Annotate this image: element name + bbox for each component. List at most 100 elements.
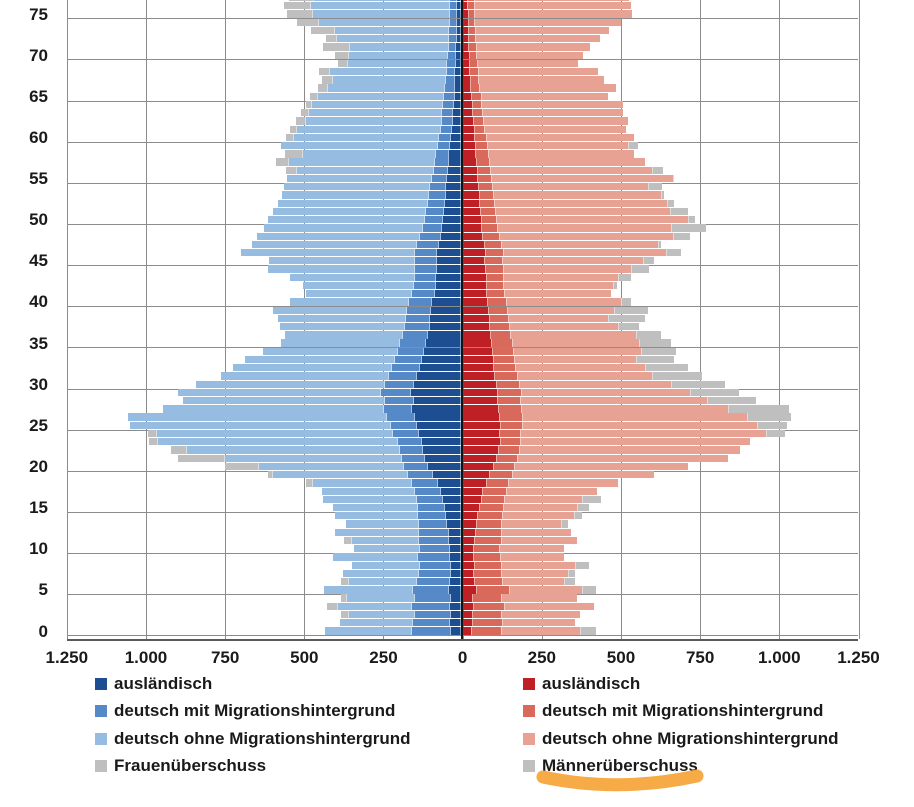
segment-left-auslaendisch <box>428 331 462 339</box>
segment-left-frauenueberschuss <box>322 43 350 51</box>
segment-right-maennerueberschuss <box>689 388 740 397</box>
segment-right-maennerueberschuss <box>671 380 725 388</box>
segment-right-auslaendisch <box>461 413 499 421</box>
segment-right-ohne_migrationshintergrund <box>495 207 670 216</box>
segment-right-auslaendisch <box>461 199 480 207</box>
segment-left-mit_migrationshintergrund <box>433 166 449 174</box>
segment-right-mit_migrationshintergrund <box>473 561 501 569</box>
segment-right-maennerueberschuss <box>727 405 790 413</box>
segment-right-mit_migrationshintergrund <box>497 405 522 413</box>
segment-right-maennerueberschuss <box>582 495 602 504</box>
segment-right-mit_migrationshintergrund <box>468 51 477 59</box>
segment-right-auslaendisch <box>461 594 473 602</box>
segment-right-ohne_migrationshintergrund <box>502 248 667 257</box>
segment-right-ohne_migrationshintergrund <box>501 627 580 635</box>
segment-right-mit_migrationshintergrund <box>499 421 522 429</box>
segment-right-auslaendisch <box>461 397 497 405</box>
segment-right-auslaendisch <box>461 76 470 84</box>
segment-left-ohne_migrationshintergrund <box>314 0 451 2</box>
segment-right-mit_migrationshintergrund <box>472 117 484 125</box>
legend-item: deutsch ohne Migrationshintergrund <box>523 729 839 748</box>
segment-right-ohne_migrationshintergrund <box>502 577 565 586</box>
segment-right-ohne_migrationshintergrund <box>490 174 673 183</box>
segment-right-mit_migrationshintergrund <box>481 224 497 232</box>
segment-left-mit_migrationshintergrund <box>445 84 455 92</box>
segment-left-ohne_migrationshintergrund <box>342 569 419 578</box>
segment-right-auslaendisch <box>461 281 486 290</box>
segment-right-maennerueberschuss <box>644 364 688 372</box>
segment-right-maennerueberschuss <box>617 322 640 331</box>
segment-left-auslaendisch <box>437 248 462 257</box>
segment-left-frauenueberschuss <box>344 536 353 545</box>
segment-right-auslaendisch <box>461 166 477 174</box>
segment-left-ohne_migrationshintergrund <box>289 298 409 306</box>
segment-left-auslaendisch <box>454 84 462 92</box>
segment-right-mit_migrationshintergrund <box>476 166 490 174</box>
segment-left-mit_migrationshintergrund <box>408 298 433 306</box>
segment-right-auslaendisch <box>461 51 469 59</box>
y-axis-label: 40 <box>29 292 48 312</box>
segment-right-mit_migrationshintergrund <box>482 487 506 495</box>
segment-left-ohne_migrationshintergrund <box>312 10 450 18</box>
segment-left-ohne_migrationshintergrund <box>311 2 451 10</box>
segment-right-maennerueberschuss <box>574 561 590 569</box>
segment-right-ohne_migrationshintergrund <box>520 397 708 405</box>
segment-left-ohne_migrationshintergrund <box>352 561 420 569</box>
segment-left-auslaendisch <box>436 265 462 273</box>
segment-right-auslaendisch <box>461 2 468 10</box>
segment-left-mit_migrationshintergrund <box>449 35 457 43</box>
segment-right-mit_migrationshintergrund <box>468 43 476 51</box>
segment-right-mit_migrationshintergrund <box>474 133 486 142</box>
segment-left-ohne_migrationshintergrund <box>244 355 395 364</box>
segment-right-auslaendisch <box>461 273 486 281</box>
segment-right-auslaendisch <box>461 224 482 232</box>
segment-left-frauenueberschuss <box>147 429 158 438</box>
segment-left-auslaendisch <box>428 462 462 471</box>
segment-left-frauenueberschuss <box>296 117 306 125</box>
segment-left-auslaendisch <box>432 298 462 306</box>
segment-left-auslaendisch <box>448 166 462 174</box>
segment-left-mit_migrationshintergrund <box>391 421 418 429</box>
segment-right-ohne_migrationshintergrund <box>496 216 688 224</box>
segment-left-frauenueberschuss <box>288 0 315 2</box>
segment-left-ohne_migrationshintergrund <box>221 372 389 380</box>
segment-right-auslaendisch <box>461 150 476 158</box>
segment-left-mit_migrationshintergrund <box>386 413 415 421</box>
segment-right-ohne_migrationshintergrund <box>520 438 750 446</box>
x-axis-label: 1.250 <box>45 648 89 667</box>
segment-left-mit_migrationshintergrund <box>402 331 429 339</box>
segment-left-auslaendisch <box>443 216 462 224</box>
segment-right-mit_migrationshintergrund <box>491 347 514 355</box>
segment-left-auslaendisch <box>453 109 462 117</box>
segment-right-auslaendisch <box>461 438 500 446</box>
segment-left-ohne_migrationshintergrund <box>349 51 448 59</box>
y-axis-label: 20 <box>29 456 48 476</box>
segment-right-maennerueberschuss <box>641 347 677 355</box>
center-axis-line <box>460 0 463 639</box>
segment-left-auslaendisch <box>431 306 462 314</box>
x-axis-label: 1.250 <box>837 648 880 667</box>
segment-right-ohne_migrationshintergrund <box>475 35 600 43</box>
segment-right-ohne_migrationshintergrund <box>518 446 740 454</box>
segment-left-mit_migrationshintergrund <box>397 347 425 355</box>
segment-right-auslaendisch <box>461 18 468 26</box>
segment-right-ohne_migrationshintergrund <box>504 495 583 504</box>
segment-right-mit_migrationshintergrund <box>477 174 491 183</box>
segment-left-auslaendisch <box>424 347 462 355</box>
segment-right-mit_migrationshintergrund <box>496 454 517 462</box>
segment-left-frauenueberschuss <box>284 2 312 10</box>
segment-left-mit_migrationshintergrund <box>412 602 451 610</box>
segment-right-mit_migrationshintergrund <box>476 158 489 166</box>
segment-left-ohne_migrationshintergrund <box>224 454 403 462</box>
segment-right-mit_migrationshintergrund <box>488 314 509 323</box>
legend-label: deutsch ohne Migrationshintergrund <box>114 728 411 748</box>
segment-right-auslaendisch <box>461 216 481 224</box>
segment-left-mit_migrationshintergrund <box>443 100 454 109</box>
segment-left-ohne_migrationshintergrund <box>281 142 438 150</box>
segment-right-mit_migrationshintergrund <box>475 586 509 594</box>
segment-right-ohne_migrationshintergrund <box>508 479 618 487</box>
segment-right-auslaendisch <box>461 610 472 619</box>
segment-right-auslaendisch <box>461 528 475 536</box>
segment-left-auslaendisch <box>425 454 462 462</box>
segment-right-mit_migrationshintergrund <box>473 125 485 133</box>
